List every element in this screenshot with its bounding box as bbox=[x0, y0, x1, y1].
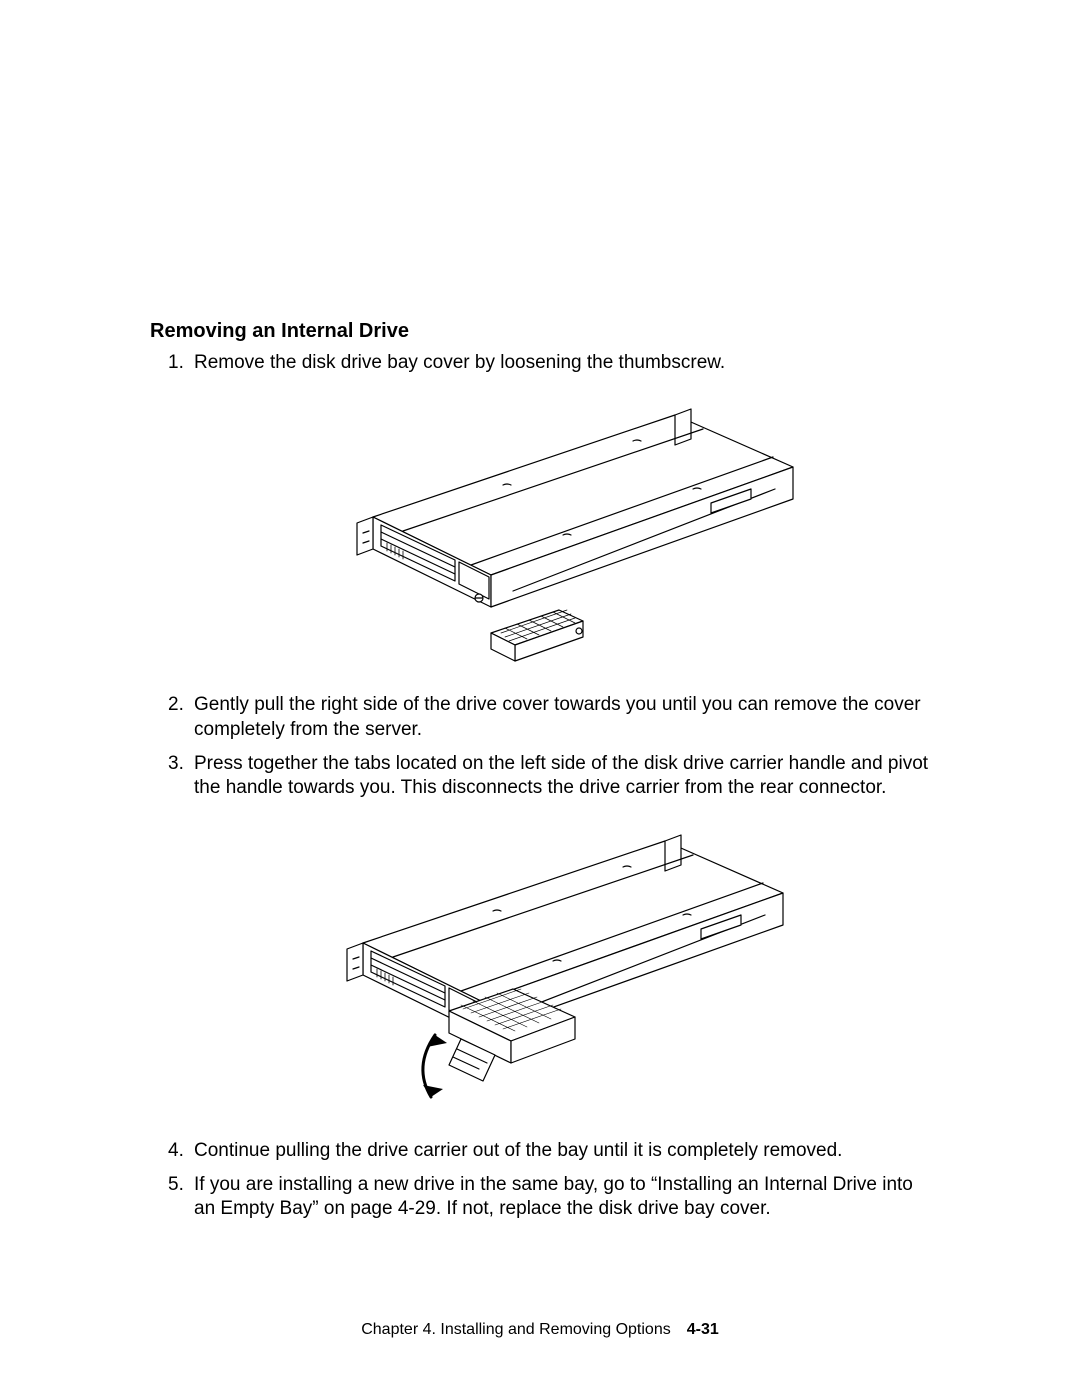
footer-chapter: Chapter 4. Installing and Removing Optio… bbox=[361, 1321, 671, 1338]
step-1: Remove the disk drive bay cover by loose… bbox=[168, 351, 935, 375]
step-4-text: Continue pulling the drive carrier out o… bbox=[194, 1140, 842, 1161]
step-2: Gently pull the right side of the drive … bbox=[168, 693, 935, 742]
figure-server-drive-eject bbox=[263, 811, 823, 1121]
figure-server-with-cover bbox=[283, 385, 803, 675]
steps-list-2: Gently pull the right side of the drive … bbox=[168, 693, 935, 800]
step-3-text: Press together the tabs located on the l… bbox=[194, 753, 928, 798]
step-1-text: Remove the disk drive bay cover by loose… bbox=[194, 352, 725, 373]
steps-list: Remove the disk drive bay cover by loose… bbox=[168, 351, 935, 375]
section-heading: Removing an Internal Drive bbox=[150, 320, 935, 343]
step-5-text: If you are installing a new drive in the… bbox=[194, 1174, 913, 1219]
step-3: Press together the tabs located on the l… bbox=[168, 752, 935, 801]
step-2-text: Gently pull the right side of the drive … bbox=[194, 694, 921, 739]
footer-page-number: 4-31 bbox=[671, 1321, 719, 1338]
step-5: If you are installing a new drive in the… bbox=[168, 1173, 935, 1222]
page-footer: Chapter 4. Installing and Removing Optio… bbox=[0, 1321, 1080, 1339]
manual-page: Removing an Internal Drive Remove the di… bbox=[0, 0, 1080, 1397]
steps-list-3: Continue pulling the drive carrier out o… bbox=[168, 1139, 935, 1222]
step-4: Continue pulling the drive carrier out o… bbox=[168, 1139, 935, 1163]
